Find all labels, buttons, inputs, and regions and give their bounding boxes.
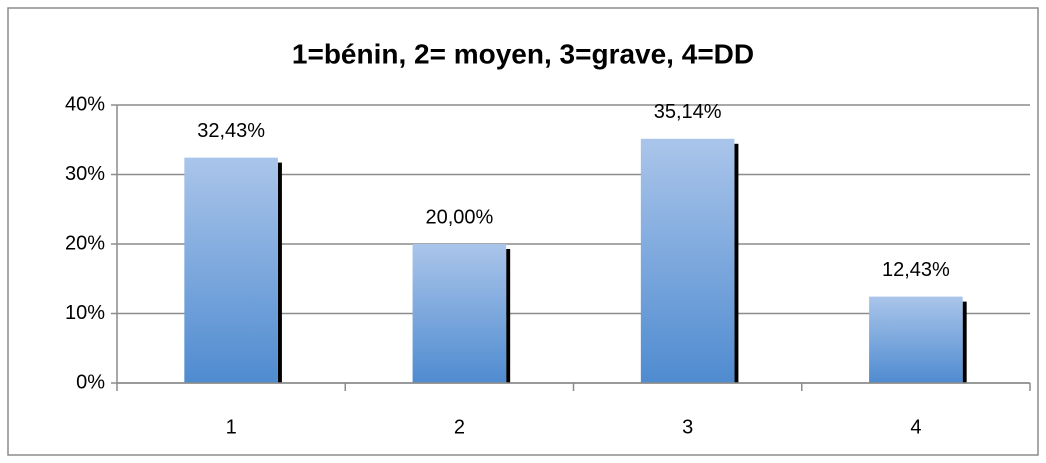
y-tick-label: 40% — [65, 93, 105, 115]
bar — [412, 244, 507, 383]
chart-title: 1=bénin, 2= moyen, 3=grave, 4=DD — [292, 38, 754, 69]
y-tick-label: 20% — [65, 232, 105, 254]
data-label: 35,14% — [654, 101, 722, 123]
data-label: 12,43% — [882, 259, 950, 281]
chart-frame — [7, 7, 1039, 456]
y-tick-label: 10% — [65, 302, 105, 324]
data-label: 20,00% — [425, 206, 493, 228]
bar-shadow — [734, 143, 739, 383]
bar — [640, 138, 735, 383]
x-tick-label: 1 — [226, 416, 237, 438]
bar-shadow — [506, 249, 511, 383]
data-label: 32,43% — [197, 120, 265, 142]
y-tick-label: 0% — [76, 371, 105, 393]
bar-shadow — [962, 301, 967, 383]
x-tick-label: 3 — [682, 416, 693, 438]
y-tick-label: 30% — [65, 163, 105, 185]
bar — [184, 157, 278, 383]
bar-shadow — [277, 162, 282, 383]
x-tick-label: 2 — [454, 416, 465, 438]
x-tick-label: 4 — [910, 416, 921, 438]
bar — [869, 296, 963, 383]
